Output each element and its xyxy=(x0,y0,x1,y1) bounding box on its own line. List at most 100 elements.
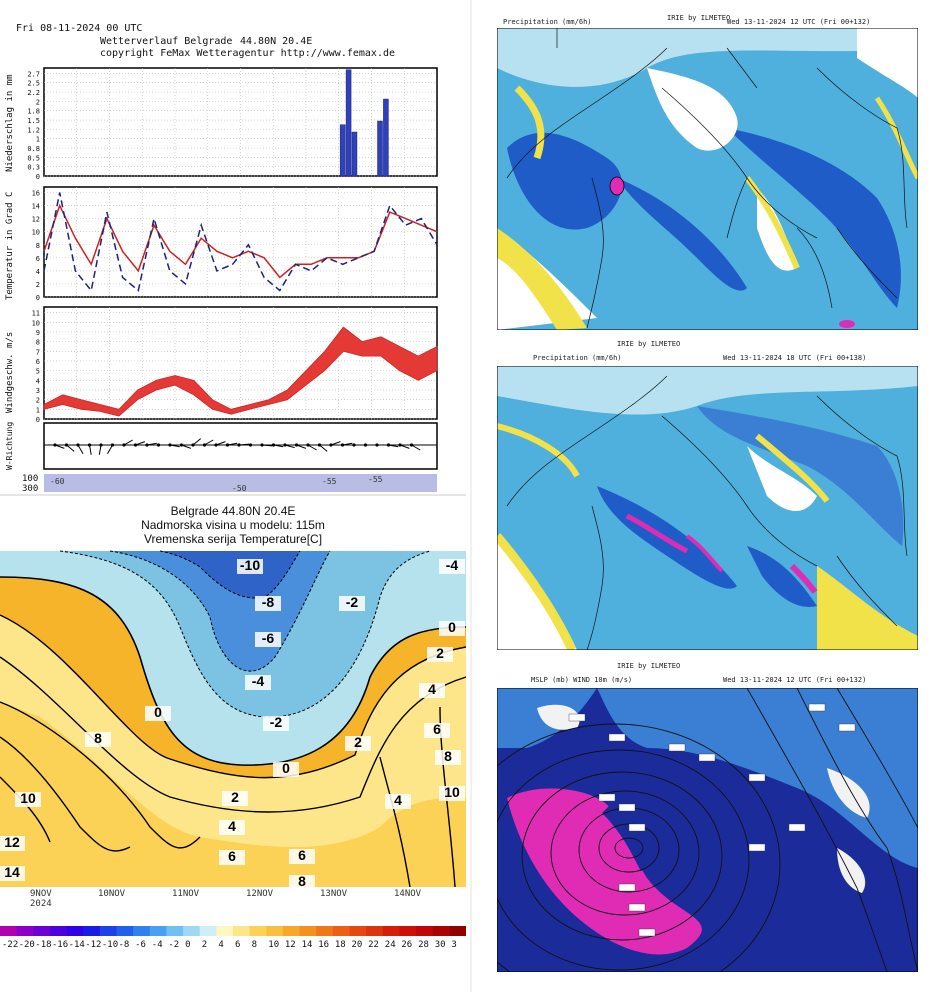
xtick-2024: 2024 xyxy=(30,899,52,909)
map1-subtitle-left: Precipitation (mm/6h) xyxy=(503,18,592,26)
colorbar xyxy=(0,926,466,936)
wind-direction-dot xyxy=(225,443,230,447)
contour-label: 6 xyxy=(228,848,236,864)
temp-plot: 0 2 4 6 8 10 12 14 16 xyxy=(32,186,438,302)
contour-label-bg xyxy=(345,736,371,751)
wind-direction-arrow xyxy=(399,444,410,449)
wind-direction-dot xyxy=(133,443,138,447)
precip-map-1 xyxy=(497,28,918,330)
colorbar-swatch xyxy=(99,926,117,936)
colorbar-labels: -22 -20 -18 -16 -14 -12 -10 -8 -6 -4 -2 0 2 4 6 8 10 12 14… xyxy=(2,940,457,950)
contour-label: 4 xyxy=(228,818,236,834)
separator-left xyxy=(0,494,466,496)
wind-direction-dot xyxy=(271,443,276,447)
map3-subtitle-right: Wed 13-11-2024 12 UTC (Fri 00+132) xyxy=(723,676,866,684)
colorbar-swatch xyxy=(233,926,251,936)
colorbar-label: 24 xyxy=(385,940,396,950)
colorbar-swatch xyxy=(33,926,51,936)
colorbar-label: 20 xyxy=(352,940,363,950)
colorbar-swatch xyxy=(216,926,234,936)
wind-direction-arrow xyxy=(319,444,328,452)
map3-header: MSLP (mb) WIND 10m (m/s) IRIE by ILMETEO… xyxy=(497,656,918,686)
isobar-label-box xyxy=(838,723,856,732)
wind-direction-dot xyxy=(202,443,207,447)
contour-label-bg xyxy=(219,850,245,865)
wind-direction-arrow xyxy=(388,444,399,448)
y-tick-label: 1 xyxy=(36,406,40,414)
isobar-label-box xyxy=(788,823,806,832)
colorbar-swatch xyxy=(166,926,184,936)
contour-label: 2 xyxy=(354,734,362,750)
plot-frame xyxy=(43,306,438,420)
isobar-label-box xyxy=(638,928,656,937)
colorbar-swatch xyxy=(416,926,434,936)
wind-direction-dot xyxy=(122,443,126,447)
precip-map-2 xyxy=(497,366,918,650)
colorbar-label: 30 xyxy=(435,940,446,950)
wind-direction-arrow xyxy=(77,444,84,454)
contour-label-bg xyxy=(419,683,445,698)
xtick-12nov: 12NOV xyxy=(246,889,274,899)
y-tick-label: 2.5 xyxy=(27,80,40,88)
colorbar-label: 28 xyxy=(418,940,429,950)
y-tick-label: 12 xyxy=(32,216,40,224)
colorbar-label: -16 xyxy=(52,940,68,950)
contour-label: 6 xyxy=(433,721,441,737)
meteogram-title: Wetterverlauf Belgrade xyxy=(100,36,232,47)
wind-direction-arrow xyxy=(123,439,133,446)
wind-direction-arrow xyxy=(54,444,65,449)
strip-label-3: -55 xyxy=(322,477,337,486)
y-tick-label: 10 xyxy=(32,229,40,237)
contour-label-bg xyxy=(289,849,315,864)
contour-label: 8 xyxy=(94,730,102,746)
contour-label-bg xyxy=(339,596,365,611)
band-mild xyxy=(0,615,466,847)
y-tick-label: 4 xyxy=(36,377,40,385)
precip-bar xyxy=(351,131,358,177)
wind-direction-dot xyxy=(283,443,287,447)
colorbar-label: 3 xyxy=(451,940,456,950)
colorbar-label: 2 xyxy=(202,940,207,950)
wind-ylabel: Windgeschw. m/s xyxy=(5,332,15,413)
colorbar-swatch xyxy=(0,926,18,936)
precip-plot: 00.3 0.50.81 1.21.51.8 22.22.5 2.7 xyxy=(27,67,438,181)
y-tick-label: 7 xyxy=(36,348,40,356)
colorbar-label: 12 xyxy=(285,940,296,950)
contour-label-bg xyxy=(385,794,411,809)
wind-direction-dot xyxy=(329,443,333,447)
wind-direction-dot xyxy=(260,443,264,447)
wind-direction-dot xyxy=(409,443,414,447)
ts-title-3: Vremenska serija Temperature[C] xyxy=(144,532,322,546)
meteogram-coords: 44.80N 20.4E xyxy=(240,36,312,47)
map3-subtitle-left: MSLP (mb) WIND 10m (m/s) xyxy=(531,676,632,684)
colorbar-label: 22 xyxy=(368,940,379,950)
map2-subtitle-right: Wed 13-11-2024 18 UTC (Fri 00+138) xyxy=(723,354,866,362)
wind-direction-dot xyxy=(99,443,103,447)
wind-direction-dot xyxy=(386,443,391,447)
meteogram-copyright: copyright FeMax Wetteragentur http://www… xyxy=(100,48,395,59)
contour-label: 12 xyxy=(4,834,20,850)
colorbar-label: 18 xyxy=(335,940,346,950)
colorbar-label: -14 xyxy=(69,940,85,950)
wind-direction-dot xyxy=(168,443,172,447)
contour-label-bg xyxy=(424,723,450,738)
y-tick-label: 5 xyxy=(36,368,40,376)
xtick-13nov: 13NOV xyxy=(320,889,348,899)
y-tick-label: 14 xyxy=(32,203,40,211)
mslp-map-svg xyxy=(497,688,918,972)
wind-direction-arrow xyxy=(215,441,226,446)
contour-label-bg xyxy=(263,716,289,731)
wind-direction-dot xyxy=(214,443,218,447)
contour-label-bg xyxy=(439,559,465,574)
wind-direction-dot xyxy=(352,443,356,447)
colorbar-label: -22 xyxy=(2,940,18,950)
contour-label: -6 xyxy=(262,630,275,646)
wind-direction-dot xyxy=(87,443,92,447)
wind-direction-arrow xyxy=(261,444,273,447)
contour-label: -2 xyxy=(270,714,283,730)
colorbar-swatch xyxy=(366,926,384,936)
xtick-9nov: 9NOV xyxy=(30,889,52,899)
precip-bar xyxy=(339,124,346,177)
wind-direction-dot xyxy=(179,443,184,447)
